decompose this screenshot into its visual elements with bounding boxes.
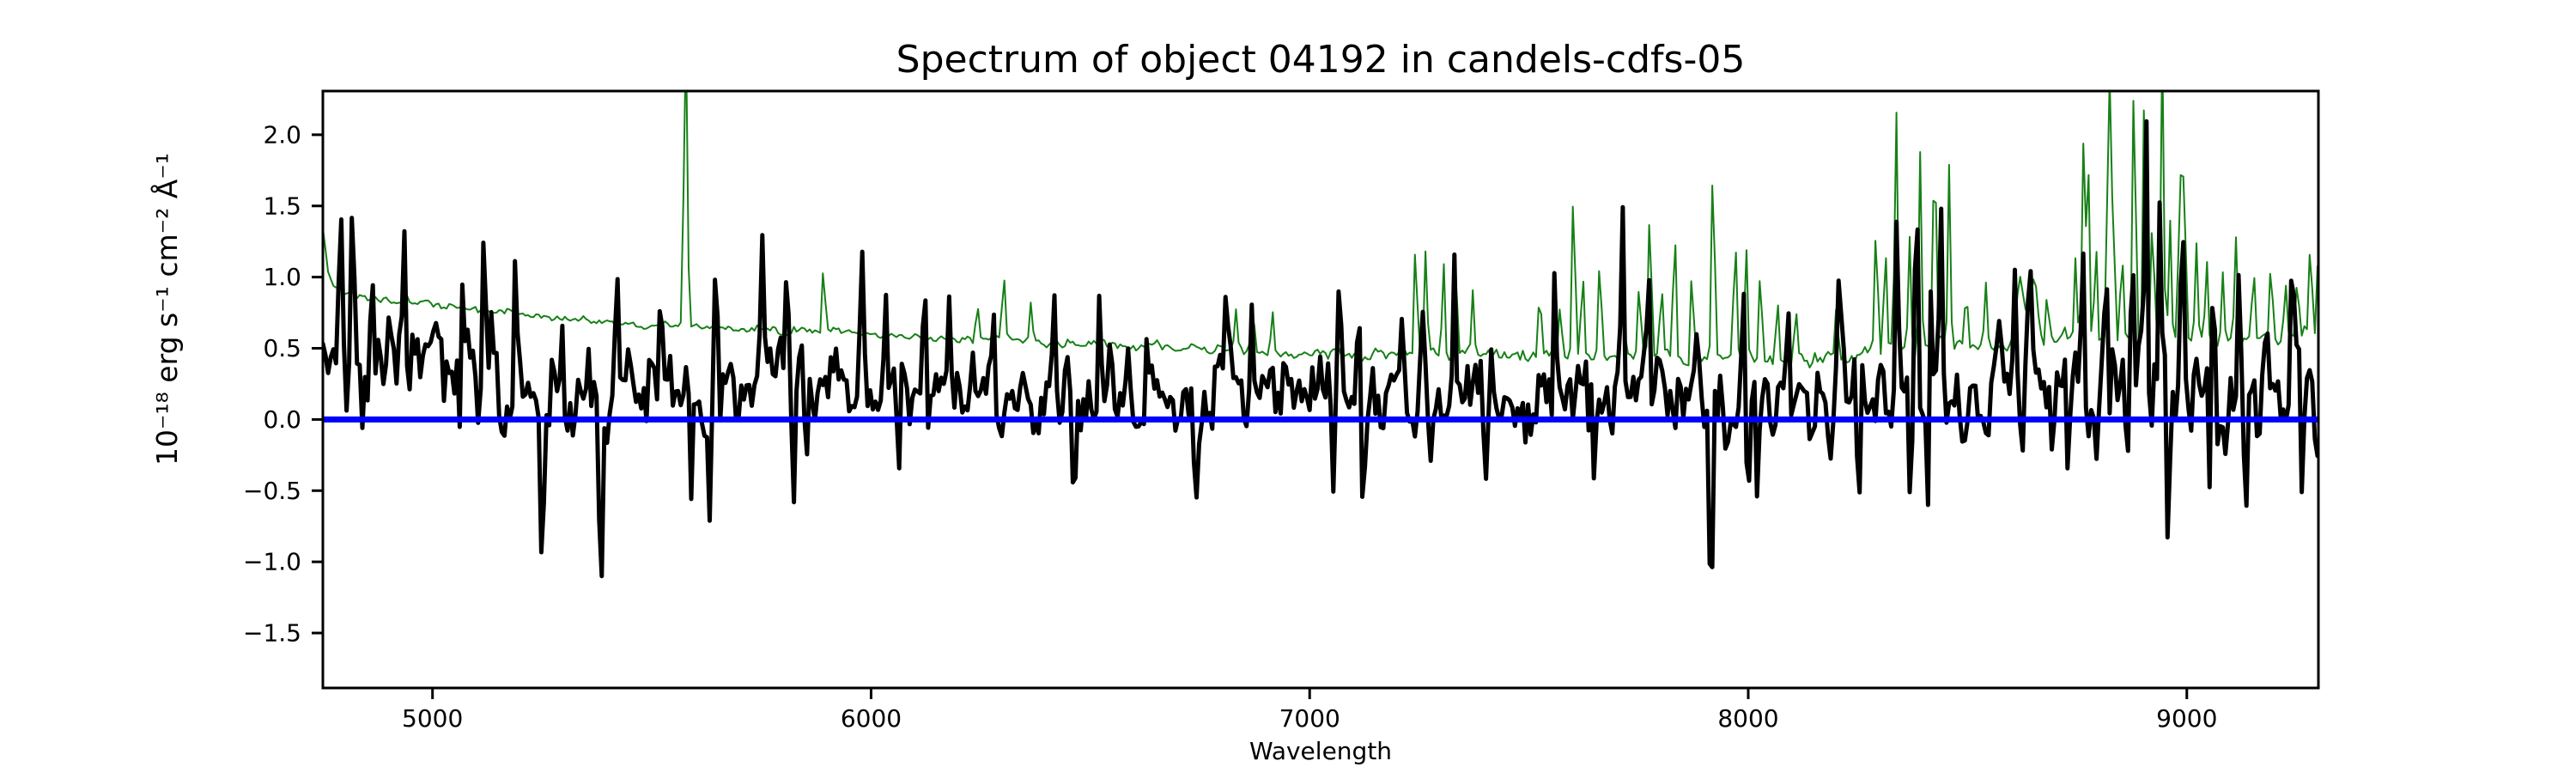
y-axis-label: 10⁻¹⁸ erg s⁻¹ cm⁻² Å⁻¹	[149, 153, 184, 466]
x-tick-label: 7000	[1279, 704, 1340, 733]
y-tick-label: −1.5	[243, 619, 301, 648]
y-tick-label: 1.0	[263, 263, 301, 291]
y-tick-label: −1.0	[243, 548, 301, 576]
x-tick-label: 5000	[402, 704, 463, 733]
series-layer	[323, 91, 2318, 579]
x-tick-label: 8000	[1717, 704, 1778, 733]
x-tick-label: 9000	[2156, 704, 2217, 733]
object-flux-spectrum-line	[323, 119, 2318, 579]
y-tick-label: 1.5	[263, 192, 301, 220]
y-tick-label: −0.5	[243, 477, 301, 505]
y-tick-label: 2.0	[263, 120, 301, 149]
x-tick-label: 6000	[841, 704, 902, 733]
plot-border	[321, 89, 2320, 690]
y-tick-label: 0.0	[263, 405, 301, 434]
x-axis-label: Wavelength	[1249, 737, 1392, 765]
noise-sky-spectrum-line	[323, 91, 2318, 368]
tick-layer: 5000 6000 7000 8000 9000 −1.5 −1.0 −0.5 0.0 0.5 1.…	[243, 120, 2217, 733]
y-tick-label: 0.5	[263, 334, 301, 362]
chart-title: Spectrum of object 04192 in candels-cdfs…	[896, 38, 1746, 82]
